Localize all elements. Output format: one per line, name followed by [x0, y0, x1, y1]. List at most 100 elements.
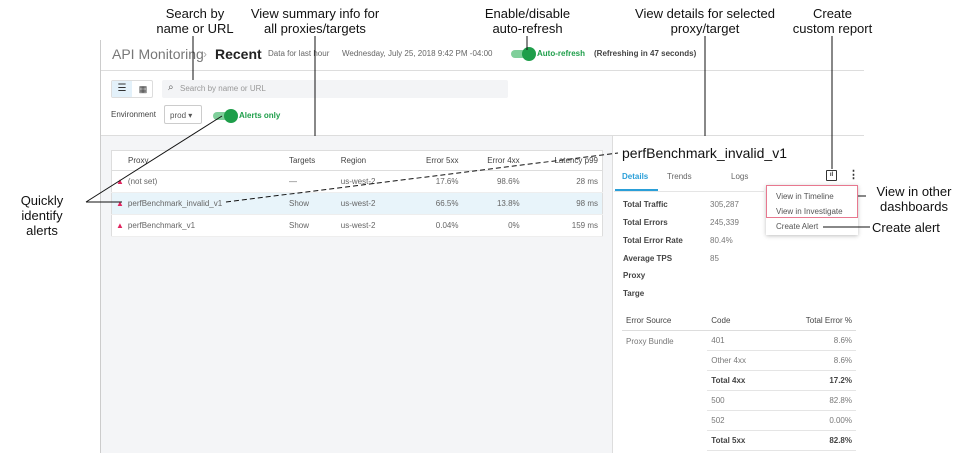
page-title: Recent [215, 46, 262, 62]
proxy-name: (not set) [127, 177, 158, 186]
error-4xx: 13.8% [462, 192, 524, 215]
environment-label: Environment [111, 110, 156, 119]
col-error-5xx[interactable]: Error 5xx [401, 150, 463, 171]
tab-details[interactable]: Details [622, 172, 649, 181]
col-region[interactable]: Region [336, 150, 402, 171]
detail-label: Total Error Rate [623, 236, 683, 245]
show-targets-link[interactable]: Show [284, 192, 337, 215]
show-targets-link[interactable]: Show [284, 214, 337, 237]
tab-logs[interactable]: Logs [731, 172, 749, 181]
environment-select[interactable]: prod ▾ [164, 105, 202, 124]
pct: 82.8% [772, 430, 856, 451]
region: us-west-2 [336, 192, 402, 215]
detail-label: Targe [623, 289, 645, 298]
col-targets[interactable]: Targets [284, 150, 337, 171]
tab-trends[interactable]: Trends [667, 172, 692, 181]
error-row: 502 0.00% [622, 410, 856, 431]
auto-refresh-label: Auto-refresh [537, 49, 586, 58]
annotation-create-alert: Create alert [872, 220, 940, 235]
refresh-status: (Refreshing in 47 seconds) [594, 49, 697, 58]
detail-value: 305,287 [710, 200, 739, 209]
error-row: Other 4xx 8.6% [622, 350, 856, 371]
annotation-search: Search by name or URL [156, 6, 234, 36]
error-row-total: Total 4xx 17.2% [622, 370, 856, 391]
annotation-dashboards: View in other dashboards [876, 184, 952, 214]
alert-icon: ▲ [116, 199, 124, 208]
tab-divider [614, 191, 764, 192]
chevron-down-icon: ▾ [188, 111, 193, 120]
col-latency[interactable]: Latency p99 [523, 150, 603, 171]
list-view-icon[interactable]: ☰ [112, 81, 132, 97]
col-proxy[interactable]: Proxy [111, 150, 285, 171]
alert-icon: ▲ [116, 221, 124, 230]
detail-label: Total Traffic [623, 200, 668, 209]
search-placeholder: Search by name or URL [180, 84, 266, 93]
region: us-west-2 [336, 170, 402, 193]
grid-view-icon[interactable]: ▦ [138, 84, 148, 94]
error-5xx: 0.04% [401, 214, 463, 237]
data-range: Data for last hour [268, 49, 330, 58]
error-row: Proxy Bundle 401 8.6% [622, 330, 856, 351]
error-5xx: 66.5% [401, 192, 463, 215]
proxy-name: perfBenchmark_v1 [127, 221, 196, 230]
code: 401 [707, 330, 773, 351]
error-table: Error Source Code Total Error % Proxy Bund… [622, 312, 856, 451]
pct: 8.6% [772, 330, 856, 351]
error-source: Proxy Bundle [626, 336, 674, 346]
error-row-total: Total 5xx 82.8% [622, 430, 856, 451]
latency: 159 ms [523, 214, 603, 237]
pct: 8.6% [772, 350, 856, 371]
pct: 17.2% [772, 370, 856, 391]
detail-label: Total Errors [623, 218, 668, 227]
search-icon: ⌕ [168, 82, 174, 93]
custom-report-icon[interactable]: ıl [826, 170, 837, 181]
menu-create-alert[interactable]: Create Alert [776, 222, 819, 231]
region: us-west-2 [336, 214, 402, 237]
table-row-selected[interactable]: ▲ perfBenchmark_invalid_v1 Show us-west-2 66… [111, 192, 603, 215]
breadcrumb-app[interactable]: API Monitoring [112, 46, 204, 62]
auto-refresh-toggle[interactable] [511, 47, 536, 61]
code: Total 5xx [707, 430, 773, 451]
error-row: 500 82.8% [622, 390, 856, 411]
targets: — [284, 170, 337, 193]
menu-highlight-box [766, 185, 858, 218]
alerts-only-label: Alerts only [239, 111, 281, 120]
proxy-table: Proxy Targets Region Error 5xx Error 4xx… [111, 150, 603, 237]
menu-view-investigate[interactable]: View in Investigate [776, 207, 843, 216]
view-toggle: ☰ ▦ [111, 80, 153, 98]
datetime: Wednesday, July 25, 2018 9:42 PM -04:00 [342, 49, 493, 58]
code: Other 4xx [707, 350, 773, 371]
detail-value: 85 [710, 254, 719, 263]
table-row[interactable]: ▲ (not set) — us-west-2 17.6% 98.6% 28 ms [111, 170, 603, 193]
latency: 98 ms [523, 192, 603, 215]
detail-label: Average TPS [623, 254, 673, 263]
header-divider [101, 70, 864, 71]
alerts-only-toggle[interactable] [213, 109, 238, 123]
annotation-report: Create custom report [792, 6, 873, 36]
more-menu-icon[interactable]: ⋮ [848, 169, 859, 181]
search-input[interactable]: ⌕ Search by name or URL [162, 80, 508, 98]
table-row[interactable]: ▲ perfBenchmark_v1 Show us-west-2 0.04% 0% 159… [111, 214, 603, 237]
annotation-alerts: Quickly identify alerts [20, 193, 64, 238]
error-4xx: 0% [462, 214, 524, 237]
col-code: Code [707, 312, 773, 331]
code: Total 4xx [707, 370, 773, 391]
col-error-4xx[interactable]: Error 4xx [462, 150, 524, 171]
menu-view-timeline[interactable]: View in Timeline [776, 192, 834, 201]
pct: 82.8% [772, 390, 856, 411]
proxy-name: perfBenchmark_invalid_v1 [127, 199, 223, 208]
code: 500 [707, 390, 773, 411]
col-error-source: Error Source [622, 312, 708, 331]
detail-value: 245,339 [710, 218, 739, 227]
error-4xx: 98.6% [462, 170, 524, 193]
detail-label: Proxy [623, 271, 646, 280]
tab-active-indicator [615, 189, 658, 191]
alert-icon: ▲ [116, 177, 124, 186]
panel-title: perfBenchmark_invalid_v1 [622, 145, 787, 161]
col-total-error: Total Error % [772, 312, 856, 331]
pct: 0.00% [772, 410, 856, 431]
detail-value: 80.4% [710, 236, 733, 245]
latency: 28 ms [523, 170, 603, 193]
environment-value: prod [170, 111, 187, 120]
annotation-refresh: Enable/disable auto-refresh [484, 6, 571, 36]
